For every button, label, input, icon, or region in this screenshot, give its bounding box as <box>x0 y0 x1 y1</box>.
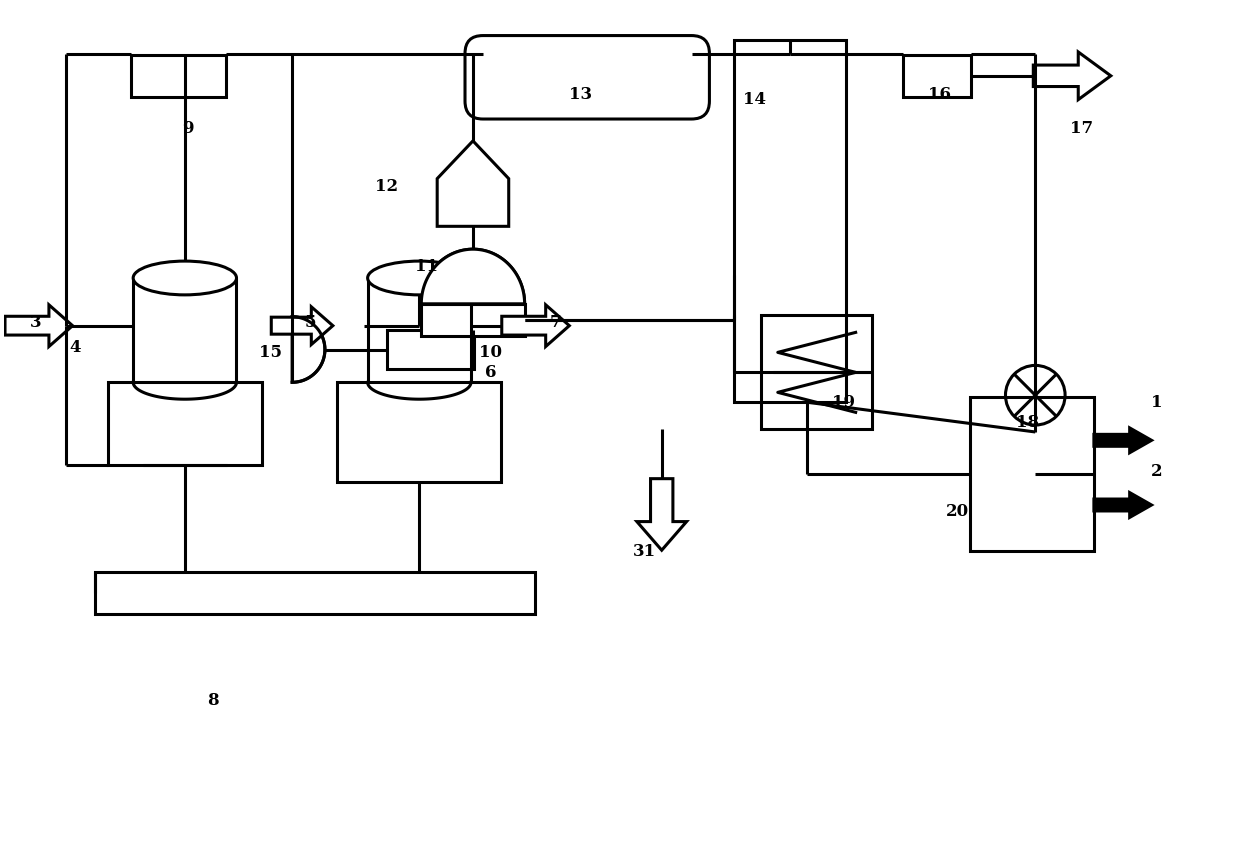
Text: 12: 12 <box>375 178 398 195</box>
Text: 18: 18 <box>1016 414 1038 430</box>
Polygon shape <box>292 317 325 382</box>
Bar <box>970 397 1094 551</box>
Bar <box>131 56 225 97</box>
Text: 19: 19 <box>833 393 855 411</box>
Polygon shape <box>5 305 73 346</box>
Polygon shape <box>1094 428 1151 452</box>
Text: 10: 10 <box>479 344 502 361</box>
Polygon shape <box>437 141 509 226</box>
Text: 1: 1 <box>1151 393 1162 411</box>
Text: 17: 17 <box>1070 121 1094 137</box>
Text: 13: 13 <box>569 86 592 103</box>
Bar <box>903 56 970 97</box>
Ellipse shape <box>368 261 471 295</box>
Text: 11: 11 <box>415 258 437 274</box>
Text: 6: 6 <box>486 364 497 381</box>
Bar <box>95 572 534 614</box>
Text: 7: 7 <box>550 315 561 331</box>
Bar <box>337 382 502 482</box>
Ellipse shape <box>133 261 237 295</box>
Bar <box>108 382 261 464</box>
Bar <box>761 315 872 429</box>
Bar <box>735 39 845 402</box>
Text: 9: 9 <box>182 121 193 137</box>
Text: 16: 16 <box>928 86 952 103</box>
Text: 15: 15 <box>259 344 281 361</box>
Polygon shape <box>1094 493 1151 518</box>
Text: 20: 20 <box>947 503 969 520</box>
Polygon shape <box>637 479 686 550</box>
Polygon shape <box>502 305 570 346</box>
Text: 3: 3 <box>30 315 42 331</box>
Text: 2: 2 <box>1151 464 1162 480</box>
Text: 4: 4 <box>69 339 82 356</box>
Text: 5: 5 <box>305 315 316 331</box>
Text: 14: 14 <box>742 91 766 108</box>
FancyBboxPatch shape <box>465 35 710 119</box>
Polygon shape <box>421 249 524 304</box>
Bar <box>387 330 475 369</box>
Polygon shape <box>271 307 333 345</box>
Polygon shape <box>1033 52 1111 99</box>
Bar <box>421 304 524 336</box>
Text: 8: 8 <box>207 692 218 709</box>
Text: 31: 31 <box>633 542 657 560</box>
